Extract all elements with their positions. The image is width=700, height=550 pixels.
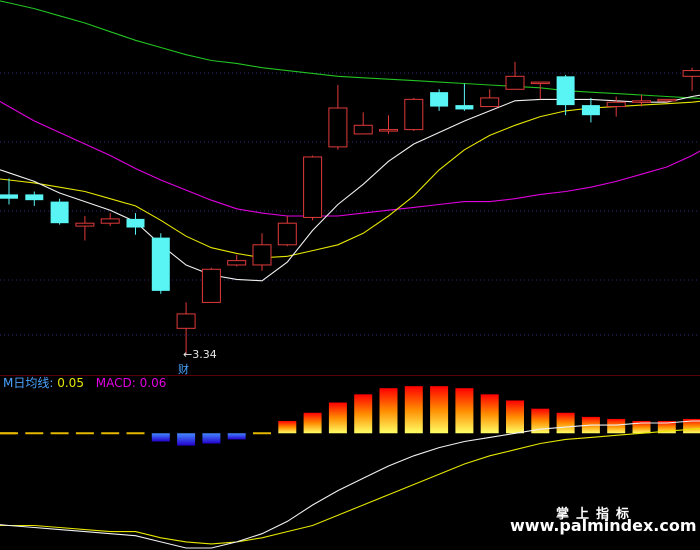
- ma10-line: [0, 98, 700, 259]
- candle-body: [682, 70, 700, 77]
- ma-value: 0.05: [57, 376, 84, 390]
- candle-body: [379, 129, 398, 132]
- moving-average-lines: [0, 0, 700, 282]
- candle-body: [227, 260, 247, 266]
- macd-bar: [455, 388, 474, 434]
- low-price: 3.34: [192, 348, 217, 361]
- ma60-line: [0, 0, 700, 100]
- candle-body: [404, 98, 424, 131]
- candle-body: [100, 218, 120, 224]
- candle-body: [328, 107, 348, 148]
- dea-line: [0, 426, 700, 545]
- macd-bar: [328, 402, 347, 434]
- macd-value: 0.06: [139, 376, 167, 390]
- macd-bar: [303, 412, 322, 434]
- candle-body: [606, 101, 626, 108]
- macd-bar: [430, 386, 449, 434]
- candle-body: [201, 268, 221, 303]
- price-grid: [0, 72, 700, 336]
- candle-body: [0, 194, 18, 199]
- macd-lines: [0, 420, 700, 549]
- candle-body: [126, 218, 145, 228]
- macd-bar: [531, 408, 550, 434]
- candle-body: [151, 237, 170, 291]
- candle-body: [176, 313, 196, 329]
- dif-line: [0, 420, 700, 549]
- candle-body: [277, 222, 297, 246]
- ma20-line: [0, 101, 700, 217]
- low-arrow: ←: [183, 348, 193, 361]
- candle-body: [303, 156, 323, 218]
- candle-body: [505, 75, 525, 90]
- macd-bar: [227, 433, 246, 440]
- candlesticks: [0, 61, 700, 355]
- macd-bar: [556, 412, 575, 434]
- candle-body: [556, 76, 575, 106]
- macd-bar: [177, 433, 196, 446]
- candle-body: [632, 100, 651, 103]
- event-marker: 财: [178, 363, 189, 376]
- watermark-chinese: 掌上指标: [556, 507, 637, 522]
- macd-bar: [202, 433, 221, 444]
- candle-body: [75, 222, 95, 227]
- candle-body: [353, 124, 373, 135]
- macd-bar: [404, 386, 423, 434]
- candle-body: [430, 92, 449, 107]
- macd-bar: [278, 420, 297, 434]
- macd-bar: [480, 394, 499, 434]
- macd-bar: [657, 420, 676, 434]
- macd-histogram: [0, 386, 700, 446]
- candle-body: [480, 97, 500, 108]
- candle-body: [50, 201, 69, 224]
- ma-label: M日均线:: [3, 376, 54, 390]
- candle-body: [25, 194, 44, 201]
- candle-body: [657, 98, 677, 102]
- macd-bar: [151, 433, 170, 442]
- watermark-url: www.palmindex.com: [510, 516, 697, 535]
- macd-bar: [506, 400, 524, 434]
- candle-body: [581, 105, 600, 116]
- macd-label: MACD:: [95, 376, 136, 390]
- low-price-annotation: ←3.34: [183, 348, 217, 361]
- macd-bar: [354, 394, 373, 434]
- macd-bar: [379, 388, 398, 434]
- macd-bar: [632, 420, 651, 434]
- macd-bar: [607, 418, 626, 434]
- panel-separator: [0, 375, 700, 376]
- candle-body: [455, 105, 474, 110]
- candle-body: [252, 244, 272, 266]
- candle-body: [530, 81, 550, 85]
- macd-header: M日均线: 0.05 MACD: 0.06: [3, 376, 166, 390]
